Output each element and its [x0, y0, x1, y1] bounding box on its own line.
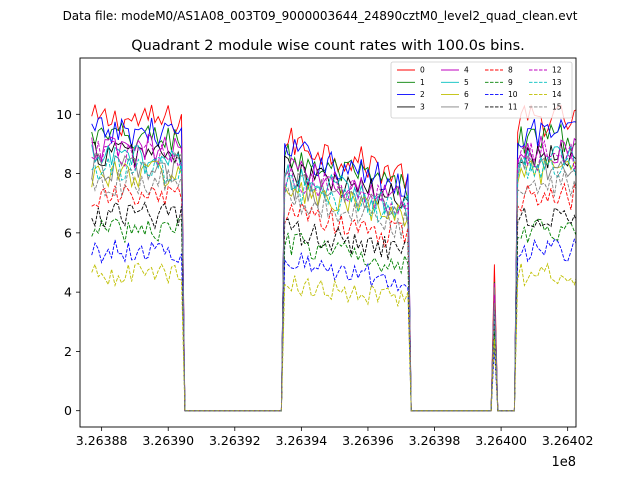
chart-suptitle: Data file: modeM0/AS1A08_003T09_90000036… [63, 9, 578, 23]
y-axis: 0 2 4 6 8 10 [56, 107, 80, 418]
x-tick-label: 3.26392 [209, 433, 261, 448]
x-axis-offset-label: 1e8 [551, 455, 576, 470]
legend-label-8: 8 [508, 66, 513, 75]
legend-label-9: 9 [508, 78, 513, 87]
legend-label-2: 2 [420, 90, 425, 99]
legend-label-4: 4 [464, 66, 469, 75]
y-tick-label: 6 [64, 225, 72, 240]
legend-label-5: 5 [464, 78, 469, 87]
x-tick-label: 3.26396 [342, 433, 394, 448]
x-tick-label: 3.26394 [276, 433, 328, 448]
x-tick-label: 3.26390 [142, 433, 194, 448]
legend-label-1: 1 [420, 78, 425, 87]
legend-label-7: 7 [464, 103, 469, 112]
x-axis: 3.26388 3.26390 3.26392 3.26394 3.26396 3.263… [76, 427, 594, 448]
legend-label-3: 3 [420, 103, 425, 112]
x-tick-label: 3.26400 [475, 433, 527, 448]
series-layer [91, 104, 576, 412]
x-tick-label: 3.26388 [76, 433, 128, 448]
series-line-8 [91, 182, 576, 412]
series-line-10 [91, 238, 576, 412]
x-tick-label: 3.26398 [409, 433, 461, 448]
y-tick-label: 0 [64, 403, 72, 418]
legend-frame [390, 61, 573, 119]
series-line-1 [91, 122, 576, 412]
series-line-13 [91, 155, 576, 412]
chart-title: Quadrant 2 module wise count rates with … [131, 38, 525, 54]
series-line-15 [91, 168, 576, 412]
series-line-6 [91, 157, 576, 412]
legend-label-0: 0 [420, 66, 425, 75]
y-tick-label: 2 [64, 344, 72, 359]
legend-label-11: 11 [508, 103, 518, 112]
legend-label-6: 6 [464, 90, 469, 99]
y-tick-label: 8 [64, 166, 72, 181]
y-tick-label: 10 [56, 107, 72, 122]
y-tick-label: 4 [64, 285, 72, 300]
x-tick-label: 3.26402 [542, 433, 594, 448]
series-line-0 [91, 104, 576, 412]
legend-label-15: 15 [552, 103, 562, 112]
series-line-14 [91, 262, 576, 412]
plot-area-frame [79, 57, 577, 428]
series-line-9 [91, 217, 576, 412]
series-line-2 [91, 117, 576, 412]
legend-label-13: 13 [552, 78, 562, 87]
legend-label-14: 14 [552, 90, 562, 99]
legend-label-10: 10 [508, 90, 518, 99]
legend-label-12: 12 [552, 66, 562, 75]
